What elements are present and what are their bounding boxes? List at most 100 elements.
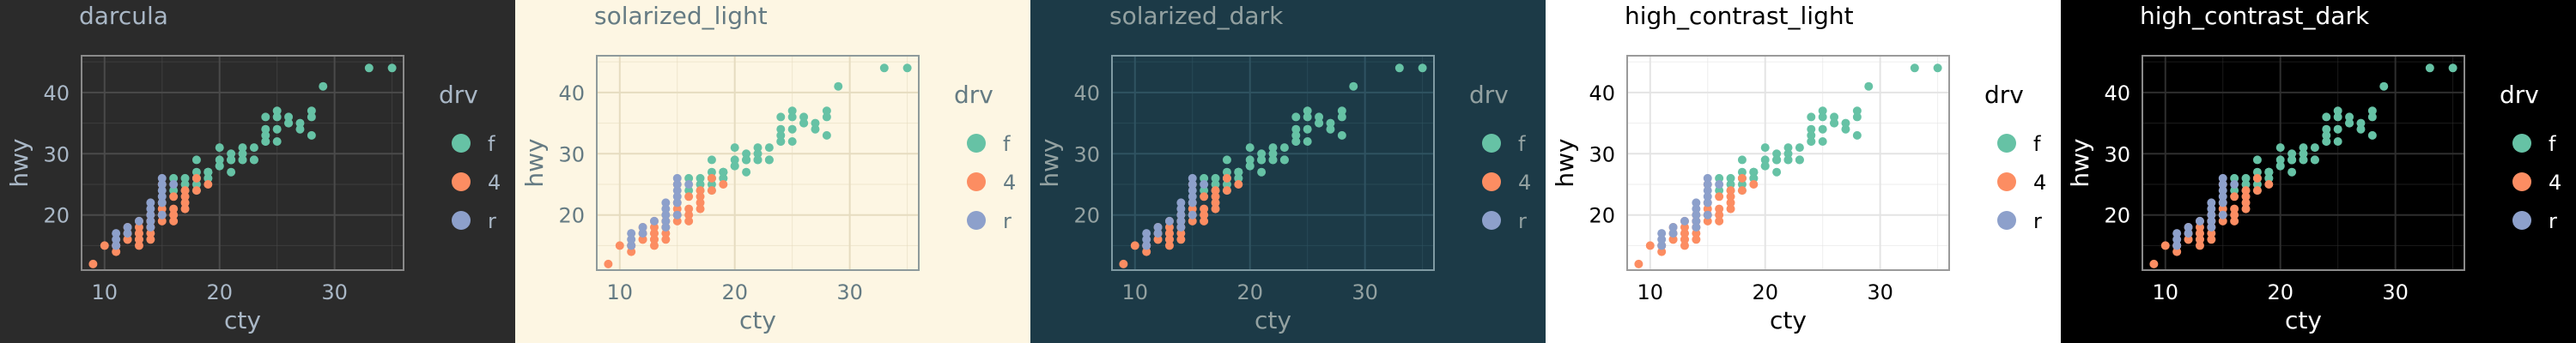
data-point-4 bbox=[696, 198, 705, 208]
data-point-4 bbox=[684, 204, 694, 214]
data-point-r bbox=[2218, 180, 2227, 189]
y-tick-label: 30 bbox=[558, 142, 585, 166]
data-point-f bbox=[1818, 106, 1827, 116]
data-point-f bbox=[307, 106, 316, 116]
data-point-f bbox=[1394, 63, 1404, 73]
data-point-r bbox=[146, 210, 155, 220]
data-point-4 bbox=[1200, 204, 1209, 214]
data-point-f bbox=[822, 112, 831, 122]
data-point-f bbox=[261, 137, 270, 146]
data-point-4 bbox=[649, 229, 659, 238]
data-point-f bbox=[1910, 63, 1919, 73]
data-point-4 bbox=[146, 229, 155, 238]
data-point-f bbox=[1737, 155, 1747, 165]
legend-label: r bbox=[2033, 209, 2042, 233]
data-point-4 bbox=[191, 173, 201, 183]
data-point-f bbox=[191, 155, 201, 165]
data-point-4 bbox=[134, 229, 143, 238]
data-point-f bbox=[295, 124, 305, 134]
data-point-f bbox=[1807, 124, 1816, 134]
data-point-4 bbox=[169, 204, 179, 214]
data-point-f bbox=[730, 155, 739, 165]
x-axis-label: cty bbox=[739, 306, 776, 334]
data-point-4 bbox=[638, 235, 647, 244]
data-point-r bbox=[157, 186, 167, 196]
data-point-4 bbox=[649, 235, 659, 244]
data-point-r bbox=[672, 210, 682, 220]
data-point-4 bbox=[2241, 192, 2251, 202]
y-tick-label: 20 bbox=[43, 204, 70, 228]
data-point-f bbox=[1418, 63, 1427, 73]
data-point-f bbox=[249, 143, 258, 153]
data-point-4 bbox=[134, 241, 143, 250]
x-tick-label: 20 bbox=[2267, 280, 2293, 304]
y-tick-label: 40 bbox=[1589, 81, 1615, 105]
y-tick-label: 40 bbox=[1073, 81, 1100, 105]
data-point-f bbox=[204, 167, 213, 177]
legend-swatch-f bbox=[1997, 134, 2016, 153]
data-point-f bbox=[1715, 186, 1724, 196]
data-point-f bbox=[1315, 118, 1324, 128]
data-point-f bbox=[1749, 173, 1759, 183]
data-point-f bbox=[1783, 149, 1793, 159]
data-point-r bbox=[146, 223, 155, 232]
data-point-4 bbox=[1211, 198, 1220, 208]
data-point-f bbox=[1818, 137, 1827, 146]
data-point-f bbox=[2299, 155, 2308, 165]
y-tick-label: 20 bbox=[1589, 204, 1615, 228]
data-point-4 bbox=[1188, 204, 1197, 214]
data-point-f bbox=[1291, 112, 1301, 122]
data-point-f bbox=[834, 81, 843, 91]
data-point-r bbox=[672, 192, 682, 202]
data-point-4 bbox=[696, 186, 705, 196]
data-point-f bbox=[787, 112, 797, 122]
data-point-r bbox=[672, 186, 682, 196]
data-point-f bbox=[1737, 180, 1747, 189]
data-point-4 bbox=[2195, 223, 2204, 232]
data-point-4 bbox=[649, 241, 659, 250]
data-point-r bbox=[2218, 198, 2227, 208]
data-point-f bbox=[753, 149, 762, 159]
data-point-4 bbox=[2230, 204, 2239, 214]
data-point-f bbox=[307, 130, 316, 140]
data-point-4 bbox=[672, 216, 682, 226]
data-point-r bbox=[627, 235, 636, 244]
y-tick-label: 30 bbox=[1073, 142, 1100, 166]
x-tick-label: 10 bbox=[92, 280, 118, 304]
data-point-4 bbox=[1176, 229, 1186, 238]
legend-label: 4 bbox=[1003, 171, 1016, 195]
data-point-4 bbox=[707, 173, 716, 183]
data-point-f bbox=[2333, 137, 2342, 146]
data-point-f bbox=[1245, 143, 1255, 153]
x-axis-label: cty bbox=[2285, 306, 2322, 334]
data-point-r bbox=[661, 223, 671, 232]
data-point-4 bbox=[2149, 259, 2159, 268]
data-point-f bbox=[764, 155, 774, 165]
data-point-r bbox=[146, 204, 155, 214]
data-point-f bbox=[1257, 149, 1267, 159]
data-point-r bbox=[672, 198, 682, 208]
chart-title: solarized_light bbox=[594, 2, 768, 30]
legend-swatch-f bbox=[452, 134, 471, 153]
data-point-f bbox=[811, 118, 820, 128]
data-point-4 bbox=[649, 223, 659, 232]
data-point-4 bbox=[719, 180, 728, 189]
data-point-f bbox=[2299, 143, 2308, 153]
data-point-4 bbox=[661, 229, 671, 238]
data-point-r bbox=[661, 204, 671, 214]
data-point-r bbox=[1692, 223, 1701, 232]
data-point-f bbox=[2230, 186, 2239, 196]
data-point-f bbox=[215, 155, 224, 165]
data-point-f bbox=[1841, 124, 1850, 134]
data-point-f bbox=[2252, 180, 2262, 189]
data-point-f bbox=[1772, 155, 1782, 165]
data-point-f bbox=[272, 106, 282, 116]
data-point-f bbox=[2322, 112, 2331, 122]
data-point-4 bbox=[2264, 180, 2274, 189]
legend-label: f bbox=[2033, 132, 2041, 156]
data-point-f bbox=[684, 186, 694, 196]
data-point-4 bbox=[2252, 186, 2262, 196]
data-point-f bbox=[2322, 130, 2331, 140]
x-axis-label: cty bbox=[1770, 306, 1807, 334]
